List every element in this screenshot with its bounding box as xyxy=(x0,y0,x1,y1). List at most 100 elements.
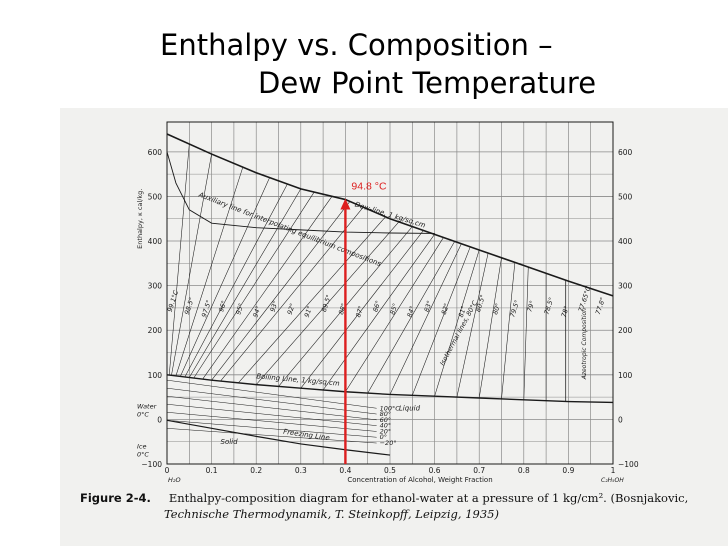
y-tick-label-left: −100 xyxy=(141,460,162,469)
x-tick-label: 0.2 xyxy=(250,466,262,475)
isotherm-label: 100°C xyxy=(380,404,401,412)
freezing-line-curve xyxy=(166,419,391,456)
isotherm-label: 60° xyxy=(380,416,392,424)
y-tick-label-right: −100 xyxy=(618,460,639,469)
y-tick-label-left: 200 xyxy=(148,326,163,335)
isotherm-line xyxy=(166,420,377,438)
tie-line-label: 86° xyxy=(371,300,382,313)
tie-line xyxy=(168,144,190,376)
tie-line xyxy=(211,201,351,381)
tie-line-label: 89.5° xyxy=(320,294,333,313)
tie-line xyxy=(322,234,435,391)
region-label-solid: Solid xyxy=(221,438,239,446)
tie-line-label: 81° xyxy=(457,305,468,318)
region-label-liquid: Liquid xyxy=(399,404,421,412)
caption-line1: Enthalpy-composition diagram for ethanol… xyxy=(168,491,689,505)
y-tick-label-right: 200 xyxy=(618,326,633,335)
tie-line-label: 98.5° xyxy=(183,296,196,315)
tie-line-label: 77.8° xyxy=(594,296,607,315)
x-tick-label: 0.3 xyxy=(295,466,307,475)
isotherm-line xyxy=(166,395,377,421)
side-label-ice-temp: 0°C xyxy=(137,451,149,459)
tie-line-label: 79.5° xyxy=(508,299,521,318)
tie-line-label: 79° xyxy=(525,300,536,313)
tie-line xyxy=(412,246,471,396)
tie-line-label: 84° xyxy=(406,305,417,318)
scanned-figure: 600 600 500 500 400 400 300 300 200 200 100 100 0 0 −1… xyxy=(60,108,728,546)
isotherm-line xyxy=(166,412,377,432)
x-tick-label: 0.9 xyxy=(562,466,574,475)
tie-line-label: 78.5° xyxy=(543,296,556,315)
side-label-water-temp: 0°C xyxy=(137,410,149,418)
tie-line-label: 92° xyxy=(286,302,297,315)
tie-line xyxy=(238,216,386,384)
y-axis-title: Enthalpy, κ cal/kg. xyxy=(136,189,144,249)
x-tick-label: 0.6 xyxy=(429,466,441,475)
tie-line-label: 99.1°C xyxy=(166,289,181,313)
tie-line-label: 91° xyxy=(303,305,314,318)
tie-line xyxy=(478,257,502,399)
y-tick-label-right: 600 xyxy=(618,148,633,157)
tie-line-label: 87° xyxy=(354,305,365,318)
tie-line-label: 80° xyxy=(491,302,502,315)
tie-line xyxy=(180,177,270,377)
tie-line xyxy=(171,154,212,376)
y-tick-label-left: 100 xyxy=(148,371,163,380)
tie-line xyxy=(523,267,529,400)
region-label-azeotropic: Azeotropic Composition xyxy=(581,308,588,380)
tie-line-label: 97.5° xyxy=(200,299,213,318)
tie-line xyxy=(300,230,424,389)
isotherm-line xyxy=(166,387,377,415)
tie-line xyxy=(202,196,333,380)
y-tick-label-left: 400 xyxy=(148,237,163,246)
tie-line-label: 88° xyxy=(337,302,348,315)
isotherm-label: 40° xyxy=(380,422,392,430)
x-end-label-water: H₂O xyxy=(168,476,181,484)
tie-line xyxy=(389,243,462,395)
caption-label: Figure 2-4. xyxy=(80,491,151,505)
slide-title-line1: Enthalpy vs. Composition – xyxy=(160,28,553,62)
tie-line xyxy=(255,221,400,385)
tie-line-label: 85° xyxy=(388,302,399,315)
y-tick-label-right: 0 xyxy=(618,415,623,424)
tie-line-label: 94° xyxy=(251,305,262,318)
y-tick-label-left: 600 xyxy=(148,148,163,157)
tie-line xyxy=(184,183,288,378)
y-tick-label-right: 100 xyxy=(618,371,633,380)
tie-line xyxy=(345,237,444,392)
x-tick-label: 0.8 xyxy=(518,466,530,475)
side-label-ice-name: Ice xyxy=(137,443,147,451)
isotherm-line xyxy=(166,403,377,426)
tie-line-label: 96° xyxy=(217,300,228,313)
figure-caption: Figure 2-4. Enthalpy-composition diagram … xyxy=(80,490,720,522)
isotherm-line xyxy=(166,379,377,409)
tie-line xyxy=(175,167,244,376)
isotherm-line xyxy=(166,428,377,444)
tie-line-label: 78° xyxy=(560,305,571,318)
x-tick-label: 0.1 xyxy=(206,466,218,475)
x-tick-label: 0.4 xyxy=(339,466,351,475)
x-axis-title: Concentration of Alcohol, Weight Fractio… xyxy=(347,476,492,484)
tie-line-label: 93° xyxy=(269,300,280,313)
dew-point-arrow-head xyxy=(340,198,351,210)
y-tick-label-left: 500 xyxy=(148,192,163,201)
dew-line-curve xyxy=(166,133,614,297)
y-tick-label-right: 300 xyxy=(618,282,633,291)
x-tick-label: 0.5 xyxy=(384,466,396,475)
slide-title: Enthalpy vs. Composition – Dew Point Tem… xyxy=(160,26,700,102)
tie-line xyxy=(367,241,455,394)
tie-line-label: 83° xyxy=(423,300,434,313)
tie-line xyxy=(189,188,302,378)
y-tick-label-right: 500 xyxy=(618,192,633,201)
auxiliary-line-curve xyxy=(166,151,435,234)
tie-line xyxy=(434,249,480,397)
tie-line-label: 95° xyxy=(234,302,245,315)
tie-line xyxy=(456,253,489,398)
y-tick-label-left: 0 xyxy=(157,415,162,424)
isotherm-label: −20° xyxy=(380,439,397,447)
tie-line-label: 82° xyxy=(440,302,451,315)
tie-line xyxy=(220,207,364,382)
isotherm-label: 80° xyxy=(380,410,392,418)
y-tick-label-right: 400 xyxy=(618,237,633,246)
